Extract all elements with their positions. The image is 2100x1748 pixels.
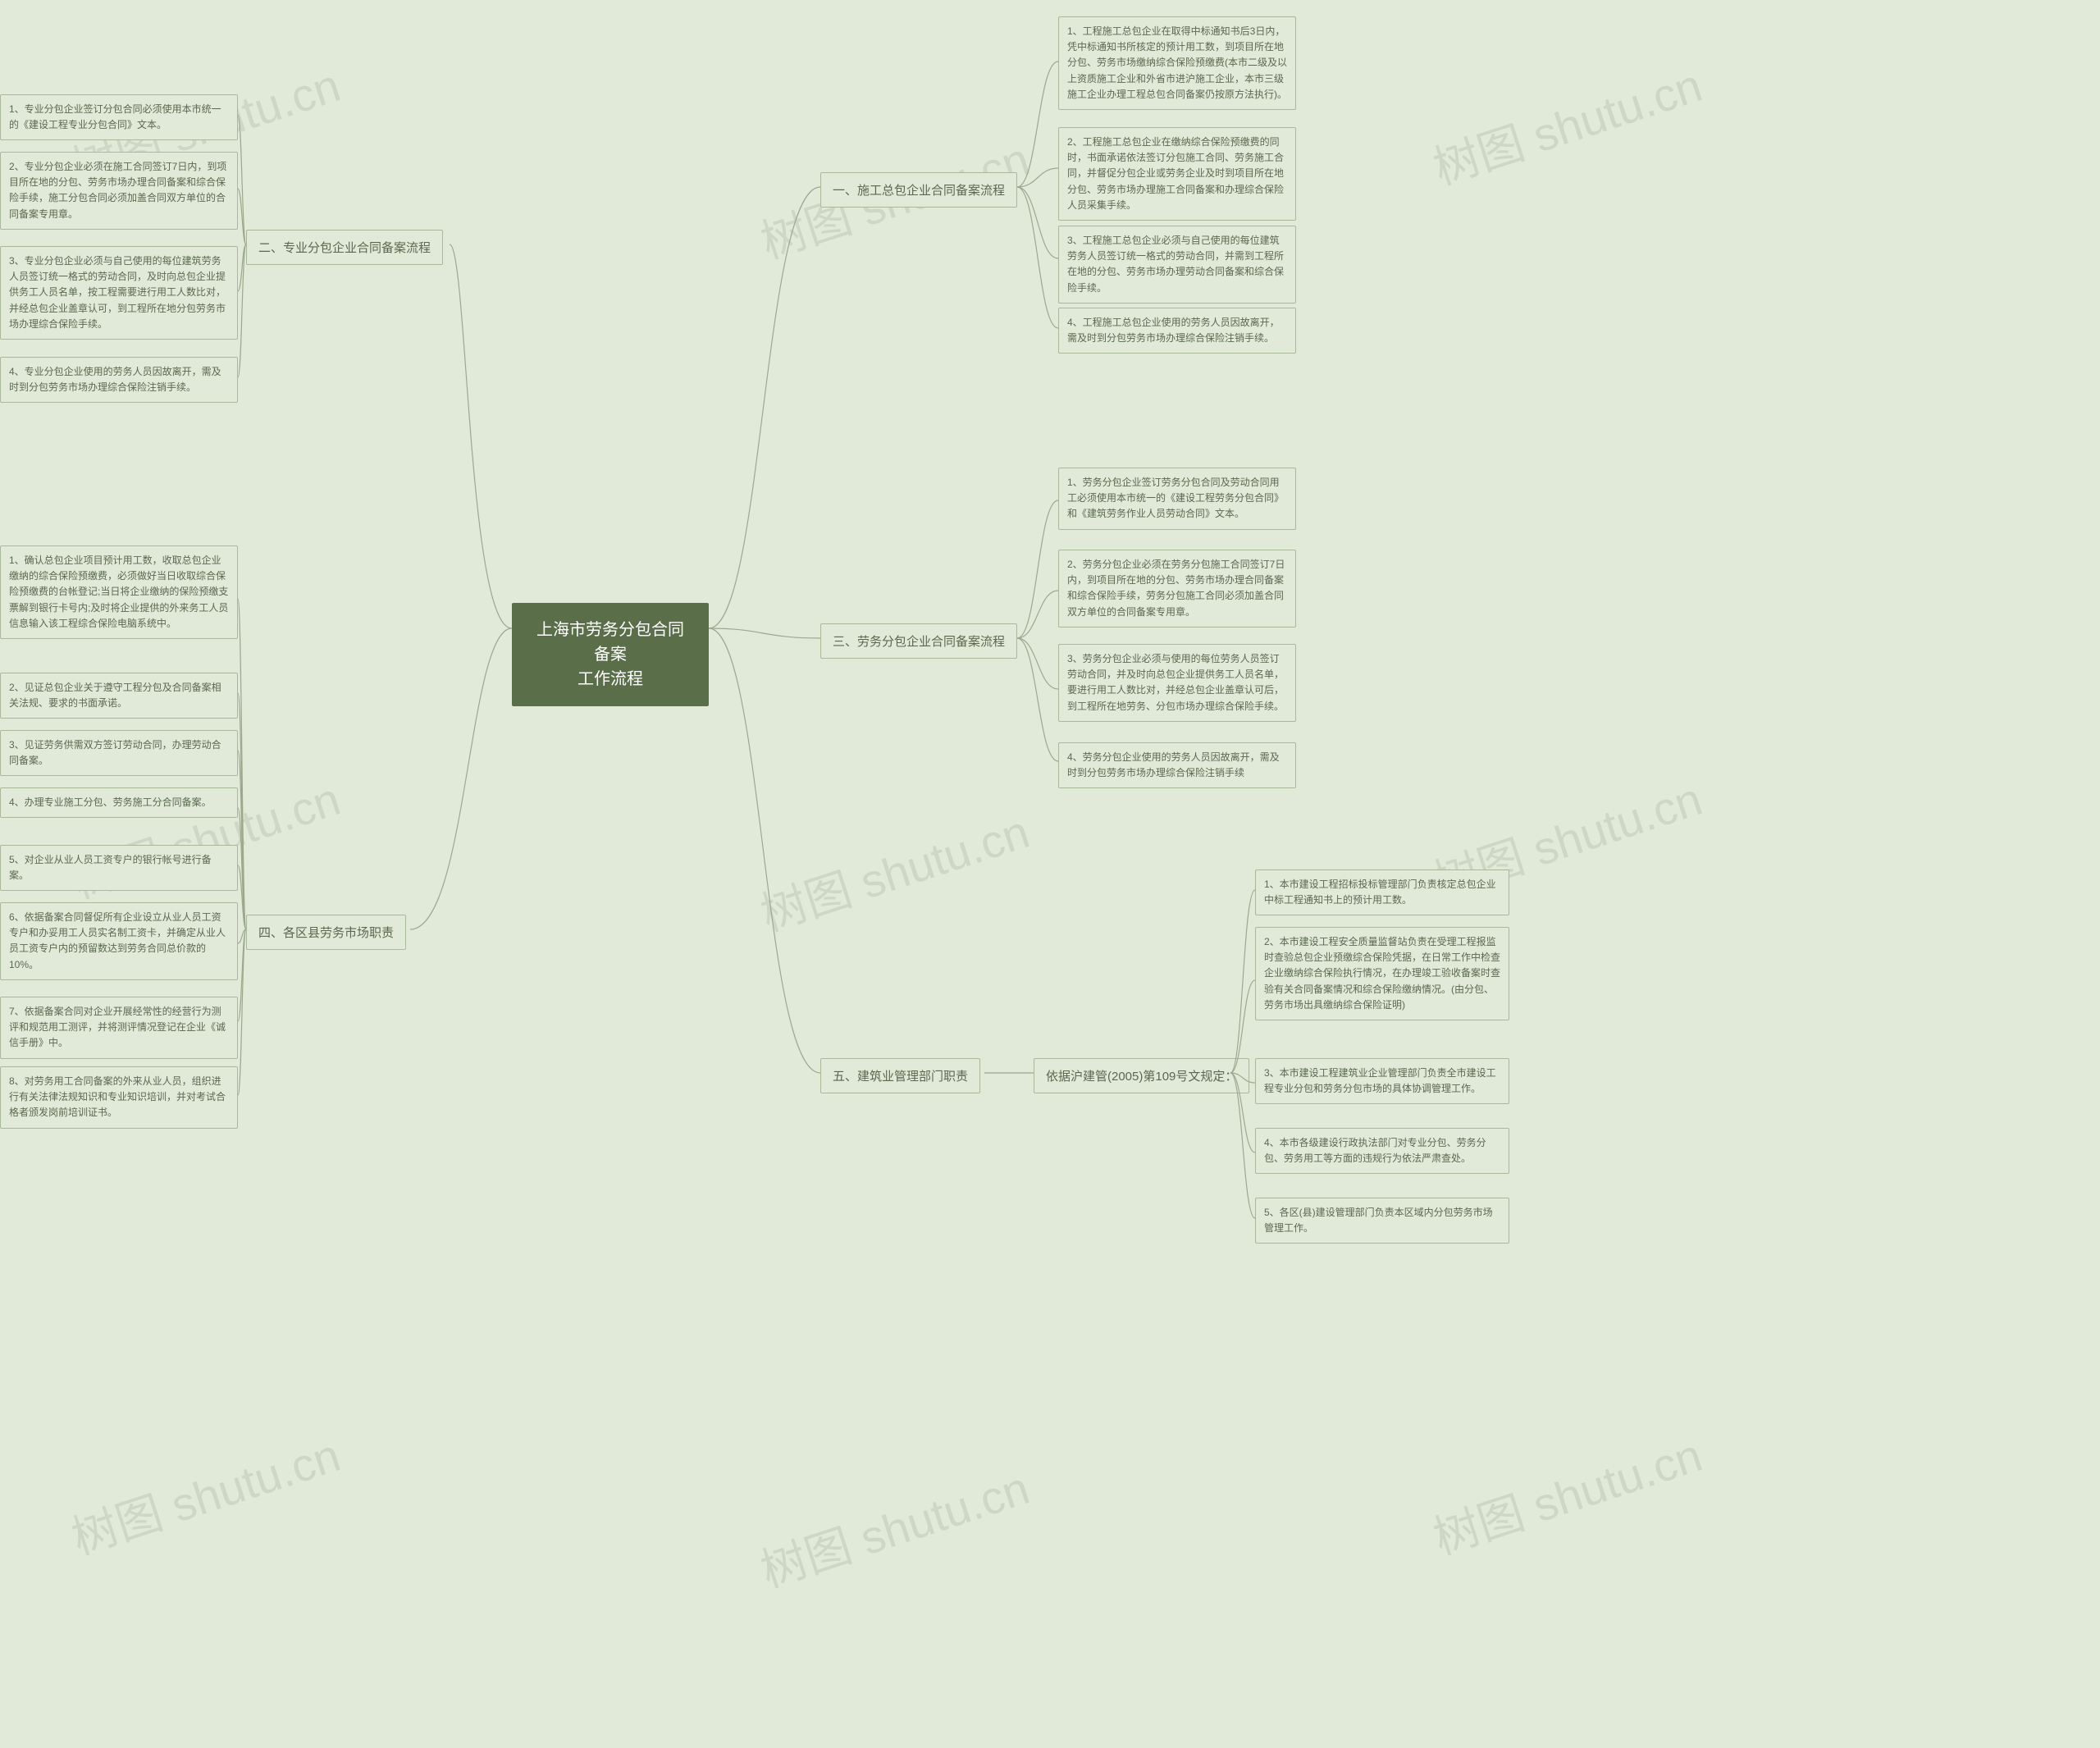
leaf-5-2: 2、本市建设工程安全质量监督站负责在受理工程报监时查验总包企业预缴综合保险凭据，… [1255, 927, 1509, 1020]
leaf-1-3: 3、工程施工总包企业必须与自己使用的每位建筑劳务人员签订统一格式的劳动合同，并需… [1058, 226, 1296, 304]
watermark: 树图 shutu.cn [1424, 49, 1710, 199]
branch-2: 二、专业分包企业合同备案流程 [246, 230, 443, 265]
leaf-2-2: 2、专业分包企业必须在施工合同签订7日内，到项目所在地的分包、劳务市场办理合同备… [0, 152, 238, 230]
leaf-4-3: 3、见证劳务供需双方签订劳动合同，办理劳动合同备案。 [0, 730, 238, 776]
leaf-1-4: 4、工程施工总包企业使用的劳务人员因故离开，需及时到分包劳务市场办理综合保险注销… [1058, 308, 1296, 354]
leaf-5-1: 1、本市建设工程招标投标管理部门负责核定总包企业中标工程通知书上的预计用工数。 [1255, 869, 1509, 915]
branch-3: 三、劳务分包企业合同备案流程 [820, 623, 1017, 659]
watermark: 树图 shutu.cn [1424, 1419, 1710, 1568]
leaf-5-5: 5、各区(县)建设管理部门负责本区域内分包劳务市场管理工作。 [1255, 1198, 1509, 1244]
leaf-2-1: 1、专业分包企业签订分包合同必须使用本市统一的《建设工程专业分包合同》文本。 [0, 94, 238, 140]
branch-5-sub: 依据沪建管(2005)第109号文规定： [1034, 1058, 1249, 1093]
leaf-1-2: 2、工程施工总包企业在缴纳综合保险预缴费的同时，书面承诺依法签订分包施工合同、劳… [1058, 127, 1296, 221]
leaf-5-4: 4、本市各级建设行政执法部门对专业分包、劳务分包、劳务用工等方面的违规行为依法严… [1255, 1128, 1509, 1174]
leaf-4-5: 5、对企业从业人员工资专户的银行帐号进行备案。 [0, 845, 238, 891]
watermark: 树图 shutu.cn [751, 796, 1037, 945]
branch-5: 五、建筑业管理部门职责 [820, 1058, 980, 1093]
leaf-4-4: 4、办理专业施工分包、劳务施工分合同备案。 [0, 787, 238, 818]
leaf-4-2: 2、见证总包企业关于遵守工程分包及合同备案相关法规、要求的书面承诺。 [0, 673, 238, 719]
watermark: 树图 shutu.cn [751, 1452, 1037, 1601]
leaf-2-4: 4、专业分包企业使用的劳务人员因故离开，需及时到分包劳务市场办理综合保险注销手续… [0, 357, 238, 403]
leaf-3-1: 1、劳务分包企业签订劳务分包合同及劳动合同用工必须使用本市统一的《建设工程劳务分… [1058, 468, 1296, 530]
leaf-4-1: 1、确认总包企业项目预计用工数，收取总包企业缴纳的综合保险预缴费，必须做好当日收… [0, 545, 238, 639]
leaf-4-7: 7、依据备案合同对企业开展经常性的经营行为测评和规范用工测评，并将测评情况登记在… [0, 997, 238, 1059]
leaf-2-3: 3、专业分包企业必须与自己使用的每位建筑劳务人员签订统一格式的劳动合同，及时向总… [0, 246, 238, 340]
leaf-1-1: 1、工程施工总包企业在取得中标通知书后3日内，凭中标通知书所核定的预计用工数，到… [1058, 16, 1296, 110]
leaf-3-4: 4、劳务分包企业使用的劳务人员因故离开，需及时到分包劳务市场办理综合保险注销手续 [1058, 742, 1296, 788]
branch-1: 一、施工总包企业合同备案流程 [820, 172, 1017, 208]
branch-4: 四、各区县劳务市场职责 [246, 915, 406, 950]
leaf-5-3: 3、本市建设工程建筑业企业管理部门负责全市建设工程专业分包和劳务分包市场的具体协… [1255, 1058, 1509, 1104]
leaf-3-3: 3、劳务分包企业必须与使用的每位劳务人员签订劳动合同，并及时向总包企业提供务工人… [1058, 644, 1296, 722]
watermark: 树图 shutu.cn [62, 1419, 348, 1568]
leaf-4-6: 6、依据备案合同督促所有企业设立从业人员工资专户和办妥用工人员实名制工资卡，并确… [0, 902, 238, 980]
leaf-4-8: 8、对劳务用工合同备案的外来从业人员，组织进行有关法律法规知识和专业知识培训，并… [0, 1066, 238, 1129]
root-node: 上海市劳务分包合同备案工作流程 [512, 603, 709, 706]
leaf-3-2: 2、劳务分包企业必须在劳务分包施工合同签订7日内，到项目所在地的分包、劳务市场办… [1058, 550, 1296, 628]
